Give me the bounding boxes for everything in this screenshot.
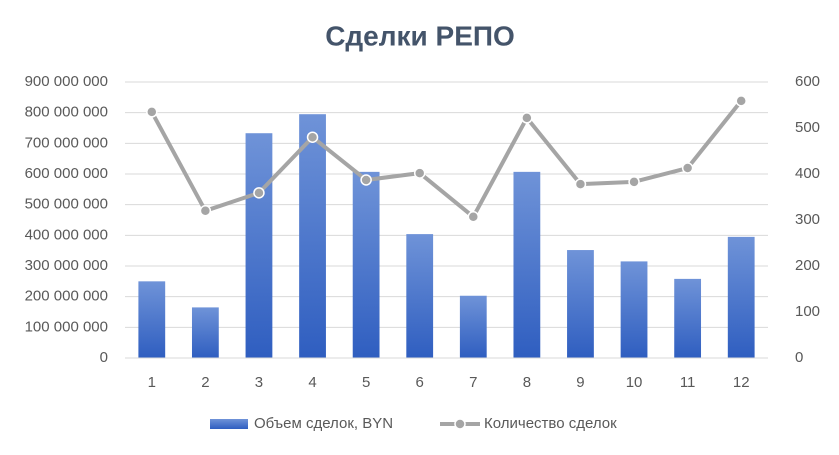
line-marker [735,95,747,107]
bar [406,234,434,358]
y2-tick-label: 200 [795,257,820,274]
line-marker [467,211,480,223]
bar [352,171,380,358]
x-tick-label: 2 [201,374,209,391]
line-marker [360,174,372,186]
bar [674,278,702,358]
y2-tick-label: 0 [795,349,803,366]
bar [299,114,326,358]
x-tick-label: 9 [576,374,584,391]
legend-label: Объем сделок, BYN [254,415,393,432]
y-tick-label: 100 000 000 [25,318,108,335]
y2-tick-label: 300 [795,211,820,228]
bar [459,295,487,358]
x-tick-label: 4 [308,374,316,391]
y2-tick-label: 600 [795,73,820,90]
y2-tick-label: 500 [795,119,820,136]
line-marker [521,112,533,124]
y-tick-label: 900 000 000 [25,73,108,90]
line-marker [306,131,319,143]
x-tick-label: 10 [626,374,643,391]
x-tick-label: 11 [680,374,696,391]
y2-tick-label: 400 [795,165,820,182]
line-marker [628,176,640,188]
line [150,99,743,219]
legend-label: Количество сделок [484,415,617,432]
line-marker [253,187,265,199]
bar [727,236,755,358]
legend-swatch-marker [454,418,466,430]
line-marker [574,178,587,190]
x-tick-label: 7 [469,374,477,391]
y2-tick-label: 100 [795,303,820,320]
line-marker [413,167,426,179]
y-tick-label: 500 000 000 [25,196,108,213]
bar [513,171,541,358]
y-tick-label: 200 000 000 [25,288,108,305]
y-tick-label: 0 [100,349,108,366]
bar [245,133,273,358]
y-tick-label: 400 000 000 [25,226,108,243]
y-tick-label: 700 000 000 [25,134,108,151]
y-tick-label: 800 000 000 [25,104,108,121]
y-tick-label: 300 000 000 [25,257,108,274]
bar [567,250,594,358]
legend-swatch [210,419,248,429]
line-marker [146,106,158,118]
bar [620,261,648,358]
x-tick-label: 1 [148,374,156,391]
x-tick-label: 12 [733,374,750,391]
x-tick-label: 5 [362,374,370,391]
line-marker [681,162,694,174]
bar [138,281,166,358]
x-tick-label: 8 [523,374,531,391]
y-tick-label: 600 000 000 [25,165,108,182]
line-marker [199,205,212,217]
chart-title: Сделки РЕПО [325,20,515,51]
x-tick-label: 6 [416,374,424,391]
x-tick-label: 3 [255,374,263,391]
bar [191,307,219,358]
